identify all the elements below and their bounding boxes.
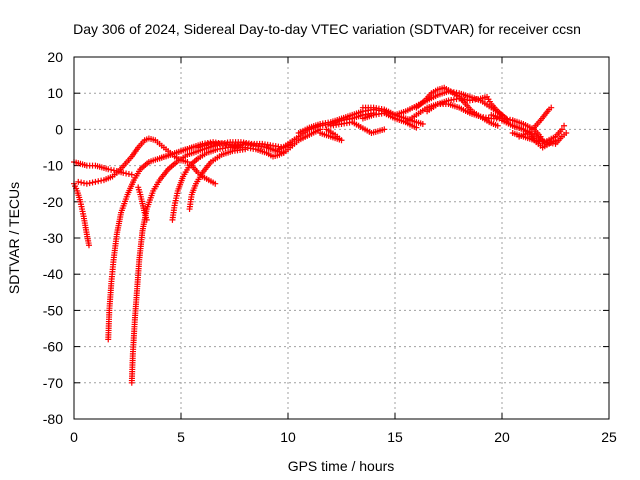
data-point — [120, 169, 127, 176]
ticks-layer: 0 5 10 15 20 25 -80 -70 -60 -50 -40 -30 -20 -10 0 10 20 — [43, 49, 617, 445]
data-point-interp — [125, 171, 132, 178]
series-arc-6 — [135, 184, 150, 223]
y-tick-label: -10 — [43, 158, 63, 174]
data-point — [561, 122, 568, 129]
data-point-interp — [108, 166, 115, 173]
chart-title: Day 306 of 2024, Sidereal Day-to-day VTE… — [73, 21, 581, 37]
data-point-interp — [89, 179, 96, 186]
x-tick-label: 5 — [177, 429, 185, 445]
grid-layer — [74, 57, 609, 419]
series-arc-16 — [327, 119, 388, 137]
x-tick-label: 25 — [601, 429, 617, 445]
y-tick-label: -50 — [43, 302, 63, 318]
series-arc-1 — [71, 180, 92, 249]
data-point — [75, 178, 82, 185]
data-point — [563, 130, 570, 137]
y-tick-label: -30 — [43, 230, 63, 246]
series-arc-15 — [317, 126, 345, 144]
data-point — [212, 180, 219, 187]
x-tick-label: 15 — [387, 429, 403, 445]
y-tick-label: -80 — [43, 411, 63, 427]
series-arc-9 — [188, 162, 219, 187]
data-point — [419, 120, 426, 127]
data-point — [413, 124, 420, 131]
data-point-interp — [123, 170, 130, 177]
x-tick-label: 0 — [70, 429, 78, 445]
y-tick-label: -60 — [43, 339, 63, 355]
x-axis-label: GPS time / hours — [288, 458, 395, 474]
data-point — [128, 171, 135, 178]
x-tick-label: 20 — [494, 429, 510, 445]
data-point — [143, 216, 150, 223]
data-point — [558, 126, 565, 133]
data-layer — [71, 84, 570, 386]
data-point — [381, 126, 388, 133]
series-arc-18 — [359, 104, 426, 127]
series-arc-7 — [169, 142, 244, 223]
x-tick-label: 10 — [280, 429, 296, 445]
y-tick-label: -20 — [43, 194, 63, 210]
data-point — [92, 178, 99, 185]
y-tick-label: 20 — [47, 49, 63, 65]
data-point-interp — [78, 179, 85, 186]
data-point-interp — [95, 178, 102, 185]
data-point — [83, 180, 90, 187]
y-axis-label: SDTVAR / TECUs — [6, 182, 22, 294]
data-point — [184, 158, 191, 165]
data-point — [85, 242, 92, 249]
data-point-interp — [80, 180, 87, 187]
data-point — [494, 122, 501, 129]
y-tick-label: -70 — [43, 375, 63, 391]
series-arc-3 — [75, 135, 191, 187]
series-arc-22 — [424, 93, 510, 122]
y-tick-label: -40 — [43, 266, 63, 282]
data-point-interp — [98, 177, 105, 184]
y-tick-label: 10 — [47, 85, 63, 101]
plot-frame — [73, 56, 610, 420]
series-arc-2 — [71, 158, 135, 178]
data-point-interp — [86, 180, 93, 187]
data-point — [105, 166, 112, 173]
series-arc-27 — [516, 104, 555, 140]
data-point — [323, 126, 330, 133]
y-tick-label: 0 — [55, 121, 63, 137]
data-point — [548, 104, 555, 111]
